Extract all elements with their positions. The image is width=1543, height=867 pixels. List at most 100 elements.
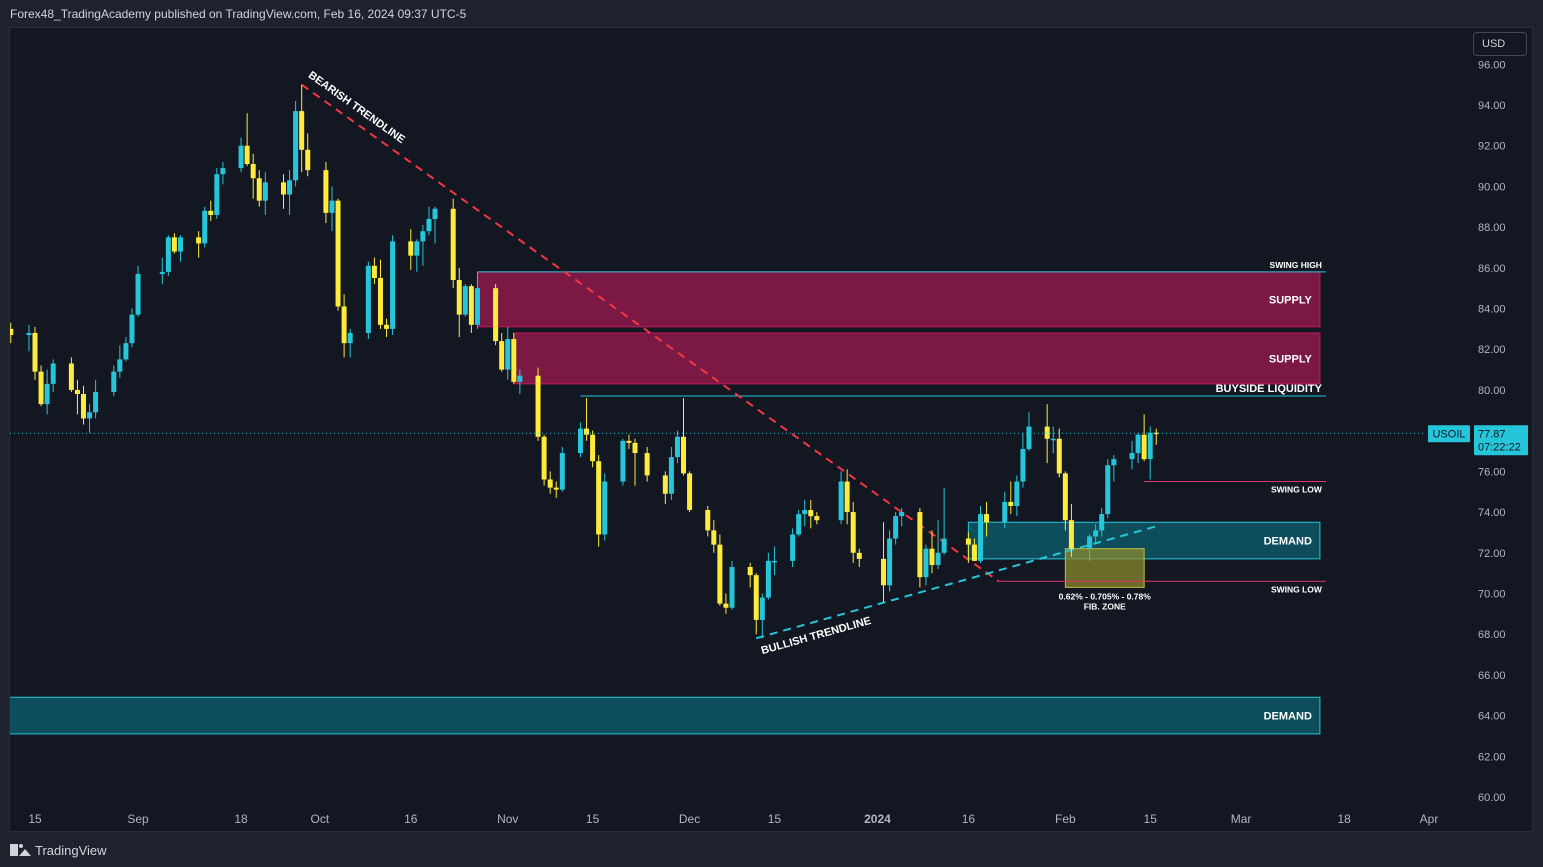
candle-body xyxy=(426,218,432,232)
candle-body xyxy=(80,394,86,419)
price-tick-label: 66.00 xyxy=(1478,670,1506,682)
candle-body xyxy=(723,603,729,608)
price-tick-label: 80.00 xyxy=(1478,385,1506,397)
price-tick-label: 92.00 xyxy=(1478,141,1506,153)
price-tick-label: 88.00 xyxy=(1478,222,1506,234)
candle-body xyxy=(965,538,971,545)
time-tick-label: 18 xyxy=(1337,812,1351,826)
price-tick-label: 60.00 xyxy=(1478,792,1506,804)
time-tick-label: 18 xyxy=(234,812,248,826)
candle-body xyxy=(38,371,44,405)
candle-body xyxy=(256,178,262,201)
candle-body xyxy=(165,237,171,272)
candle-body xyxy=(238,145,244,169)
candle-body xyxy=(971,544,977,561)
demand-zone-label: DEMAND xyxy=(1264,536,1312,548)
candle-body xyxy=(293,111,299,181)
candle-body xyxy=(262,182,268,201)
candle-body xyxy=(93,391,99,413)
candle-body xyxy=(74,389,80,395)
plot-layer xyxy=(10,83,1425,735)
candle-body xyxy=(759,597,765,620)
candle-body xyxy=(1105,465,1111,515)
price-chart[interactable]: SUPPLY SUPPLY DEMAND DEMAND SWING HIGH BUYSID… xyxy=(10,28,1532,831)
candle-body xyxy=(390,241,396,329)
candle-body xyxy=(856,552,862,559)
time-tick-label: 16 xyxy=(962,812,976,826)
price-tick-label: 64.00 xyxy=(1478,711,1506,723)
time-tick-label: Feb xyxy=(1055,812,1076,826)
supply-zone-label: SUPPLY xyxy=(1269,353,1313,365)
candle-body xyxy=(450,208,456,281)
chart-area[interactable]: SUPPLY SUPPLY DEMAND DEMAND SWING HIGH BUYSID… xyxy=(9,27,1533,832)
candle-body xyxy=(50,363,56,384)
candle-body xyxy=(1087,536,1093,549)
time-tick-label: 2024 xyxy=(864,812,891,826)
candle-body xyxy=(123,343,129,360)
candle-body xyxy=(1153,432,1159,435)
candle-body xyxy=(1026,426,1032,449)
candle-body xyxy=(893,516,899,539)
candle-body xyxy=(541,436,547,480)
time-tick-label: 15 xyxy=(1144,812,1158,826)
candle-body xyxy=(747,567,753,576)
published-header: Forex48_TradingAcademy published on Trad… xyxy=(10,7,467,21)
candle-body xyxy=(935,552,941,565)
countdown-label: 07:22:22 xyxy=(1478,441,1521,453)
candle-body xyxy=(1135,434,1141,454)
time-tick-label: Apr xyxy=(1420,812,1439,826)
price-tick-label: 82.00 xyxy=(1478,344,1506,356)
candle-body xyxy=(844,481,850,513)
candle-body xyxy=(838,481,844,521)
candle-body xyxy=(632,442,638,454)
candle-body xyxy=(371,265,377,278)
candle-body xyxy=(347,332,353,344)
last-price-label: 77.87 xyxy=(1478,428,1506,440)
candle-body xyxy=(1050,438,1056,441)
candle-body xyxy=(984,514,990,523)
candle-body xyxy=(602,481,608,535)
candle-body xyxy=(626,440,632,443)
candle-body xyxy=(468,286,474,325)
price-tick-label: 76.00 xyxy=(1478,466,1506,478)
candle-body xyxy=(850,512,856,553)
candle-body xyxy=(517,375,523,382)
candle-body xyxy=(1056,438,1062,474)
candle-body xyxy=(414,241,420,256)
tradingview-footer[interactable]: TradingView xyxy=(10,841,107,859)
candle-body xyxy=(493,288,499,342)
candle-body xyxy=(1147,432,1153,460)
candle-body xyxy=(929,548,935,565)
candle-body xyxy=(814,516,820,521)
candle-body xyxy=(668,457,674,494)
candle-body xyxy=(280,182,286,195)
candle-body xyxy=(705,510,711,531)
candle-body xyxy=(790,534,796,561)
price-tick-label: 86.00 xyxy=(1478,263,1506,275)
candle-body xyxy=(384,324,390,329)
candle-body xyxy=(941,538,947,553)
candle-body xyxy=(1014,481,1020,506)
candle-body xyxy=(505,339,511,370)
currency-button[interactable]: USD xyxy=(1473,32,1527,56)
level-label: SWING HIGH xyxy=(1270,260,1322,270)
candle-body xyxy=(1008,501,1014,506)
candle-body xyxy=(717,544,723,604)
candle-body xyxy=(687,473,693,511)
candle-body xyxy=(765,560,771,598)
candle-body xyxy=(299,111,305,150)
candle-body xyxy=(808,510,814,517)
candle-body xyxy=(499,341,505,370)
candle-body xyxy=(711,530,717,545)
candle-body xyxy=(420,231,426,242)
symbol-tag-label: USOIL xyxy=(1432,428,1465,440)
time-tick-label: Dec xyxy=(679,812,700,826)
level-label: BUYSIDE LIQUIDITY xyxy=(1216,383,1323,395)
candle-body xyxy=(899,512,905,517)
candle-body xyxy=(177,237,183,252)
price-tick-label: 90.00 xyxy=(1478,181,1506,193)
candle-body xyxy=(432,208,438,219)
candle-body xyxy=(214,174,220,215)
candle-body xyxy=(729,567,735,608)
price-tick-label: 62.00 xyxy=(1478,751,1506,763)
